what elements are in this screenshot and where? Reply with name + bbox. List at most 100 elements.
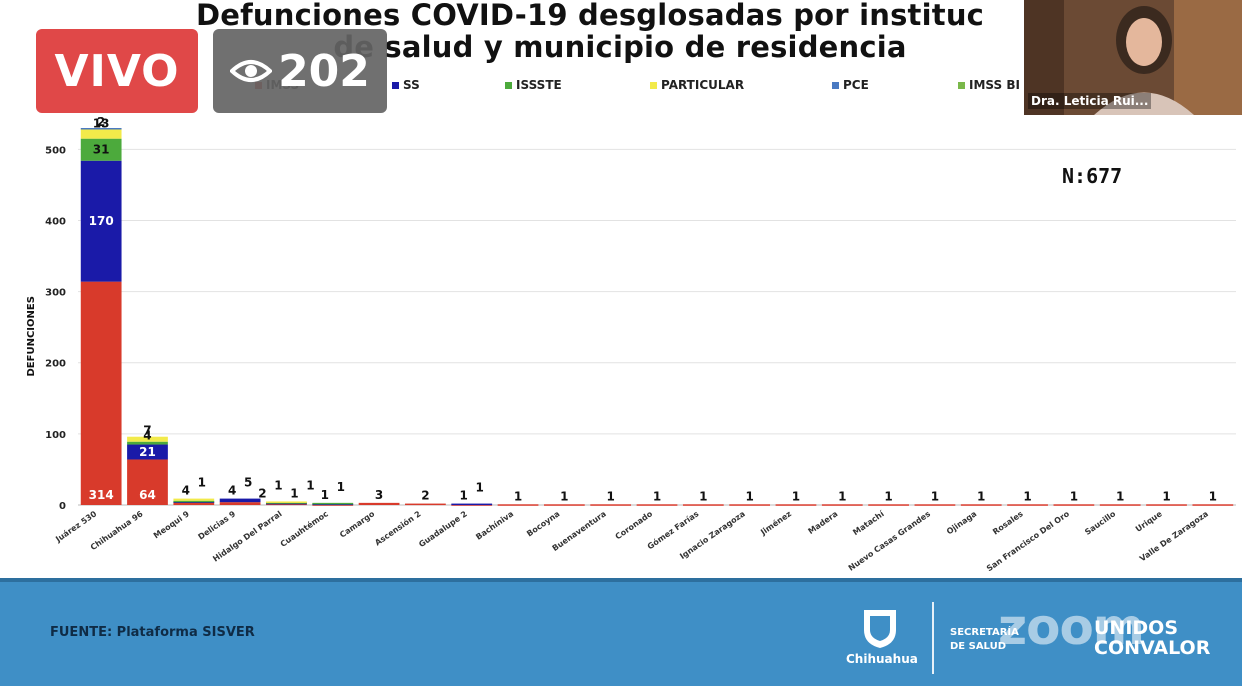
bar-imss: [1192, 504, 1234, 506]
data-label: 21: [139, 445, 156, 459]
bar-imss: [868, 504, 909, 506]
x-tick-label: Coronado: [614, 509, 655, 541]
data-label: 4: [143, 429, 151, 443]
legend-label: PARTICULAR: [661, 78, 745, 92]
bar-imss: [729, 504, 771, 506]
data-label: 2: [258, 486, 266, 500]
data-label: 4: [182, 484, 190, 498]
speaker-video-tile[interactable]: Dra. Leticia Rui...: [1024, 0, 1242, 115]
y-tick-label: 200: [45, 359, 66, 370]
data-label: 31: [93, 143, 110, 157]
data-label: 1: [560, 489, 568, 503]
data-label: 1: [607, 489, 615, 503]
speaker-name-label: Dra. Leticia Rui...: [1028, 93, 1152, 109]
speaker-video-image: [1024, 0, 1242, 115]
x-tick-label: Matachí: [851, 509, 886, 538]
slide-title-line2: de salud y municipio de residencia: [333, 30, 907, 64]
legend-swatch: [650, 81, 657, 89]
bar-issste: [312, 502, 354, 505]
y-tick-label: 300: [45, 288, 66, 299]
bar-ss: [219, 498, 261, 503]
y-axis-title: DEFUNCIONES: [26, 296, 37, 376]
bar-imss: [1053, 504, 1095, 506]
data-label: 1: [321, 488, 329, 502]
legend-swatch: [958, 81, 965, 89]
x-tick-label: Madera: [807, 509, 840, 536]
legend-swatch: [505, 81, 512, 89]
x-tick-label: Meoqui 9: [152, 509, 191, 540]
x-tick-label: Cuauhtémoc: [278, 508, 330, 549]
y-tick-label: 400: [45, 216, 66, 227]
x-tick-label: Saucillo: [1083, 509, 1118, 537]
data-label: 1: [1070, 489, 1078, 503]
footer-divider: [932, 602, 934, 674]
bar-imss: [543, 504, 585, 506]
x-tick-label: Delicias 9: [196, 509, 237, 542]
legend-label: IMSS BI: [969, 78, 1020, 92]
chihuahua-logo-text: Chihuahua: [846, 652, 918, 666]
data-label: 64: [139, 488, 156, 502]
secretaria-logo-text: SECRETARÍA DE SALUD: [950, 626, 1019, 654]
bar-imss: [173, 502, 215, 505]
legend-label: ISSSTE: [516, 78, 562, 92]
legend-item-imss-bi: IMSS BI: [958, 78, 1020, 92]
footer-stripe: [0, 578, 1242, 582]
bar-particular: [80, 129, 122, 139]
bar-imss: [219, 502, 261, 505]
legend-item-issste: ISSSTE: [505, 78, 562, 92]
bar-imss: [358, 502, 400, 505]
bar-imss: [1007, 504, 1048, 506]
x-tick-label: Bocoyna: [525, 509, 561, 538]
unidos-line1: UNIDOS: [1094, 617, 1179, 639]
viewer-count-badge: 202: [213, 29, 387, 113]
bar-particular: [173, 498, 215, 501]
legend-label: SS: [403, 78, 420, 92]
x-tick-label: Ojinaga: [945, 509, 978, 536]
x-tick-label: Camargo: [338, 509, 376, 540]
bar-imss: [821, 504, 863, 506]
data-label: 1: [460, 489, 468, 503]
bar-imss: [960, 504, 1002, 506]
data-label: 1: [476, 481, 484, 495]
slide-footer: FUENTE: Plataforma SISVER: [0, 578, 1242, 686]
data-label: 1: [1209, 489, 1217, 503]
x-tick-label: Urique: [1134, 509, 1164, 534]
data-label: 4: [228, 484, 236, 498]
data-label: 1: [1023, 489, 1031, 503]
bar-imss: [1146, 504, 1187, 506]
bar-particular: [127, 436, 168, 442]
data-label: 1: [306, 478, 314, 492]
live-badge: VIVO: [36, 29, 198, 113]
bar-imss: [682, 504, 724, 506]
data-label: 2: [97, 115, 105, 129]
data-label: 1: [337, 480, 345, 494]
data-label: 314: [89, 488, 114, 502]
data-label: 170: [89, 214, 114, 228]
total-count-label: N:677: [1062, 164, 1123, 188]
bar-issste: [173, 500, 215, 503]
bar-ss: [127, 444, 168, 460]
x-tick-label: Jiménez: [758, 508, 794, 537]
x-tick-label: Juárez 530: [53, 509, 98, 544]
data-label: 1: [514, 489, 522, 503]
data-label: 2: [421, 489, 429, 503]
viewer-count: 202: [278, 45, 370, 97]
unidos-con-valor-logo: UNIDOS CONVALOR: [1094, 618, 1210, 658]
data-label: 1: [838, 489, 846, 503]
unidos-line2: CONVALOR: [1094, 637, 1211, 659]
x-tick-label: Rosales: [991, 509, 1025, 536]
x-tick-label: Guadalupe 2: [417, 509, 469, 549]
data-label: 1: [792, 489, 800, 503]
data-label: 1: [977, 489, 985, 503]
y-tick-label: 100: [45, 430, 66, 441]
bar-imss: [775, 504, 817, 506]
y-tick-label: 500: [45, 145, 66, 156]
x-tick-label: Nuevo Casas Grandes: [847, 509, 932, 573]
bar-imss: [497, 504, 539, 506]
x-tick-label: San Francisco Del Oro: [985, 509, 1071, 573]
data-label: 5: [244, 476, 252, 490]
data-label: 1: [290, 486, 298, 500]
bar-ss: [80, 160, 122, 282]
slide-title-line1: Defunciones COVID-19 desglosadas por ins…: [195, 0, 985, 32]
